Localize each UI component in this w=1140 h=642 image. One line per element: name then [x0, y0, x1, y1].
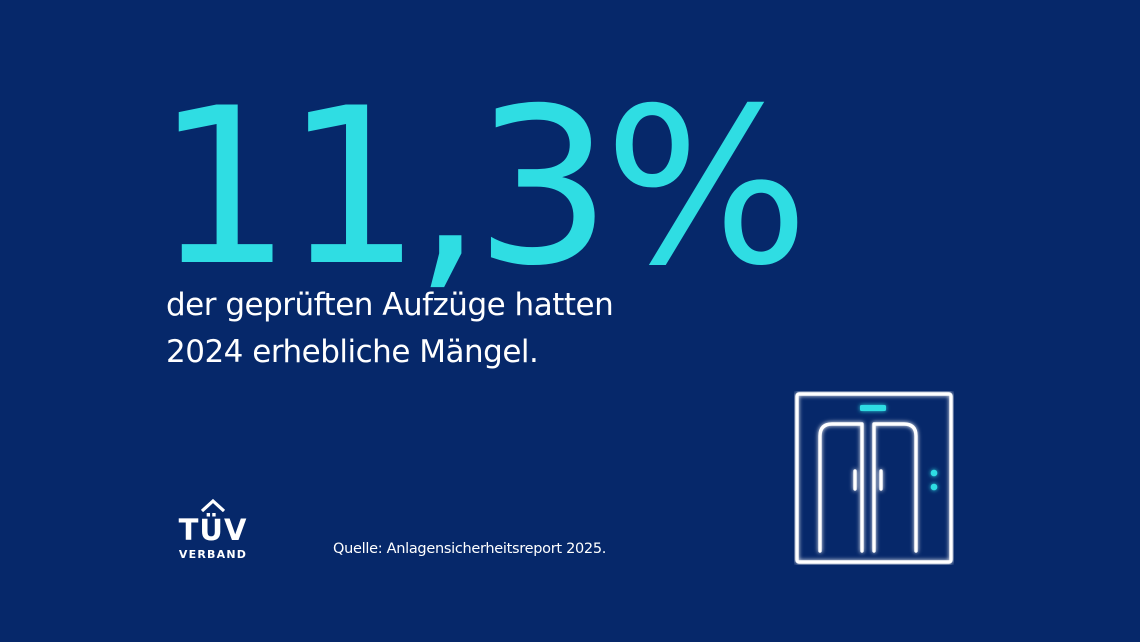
elevator-icon	[795, 392, 953, 564]
logo-subtitle: VERBAND	[178, 548, 248, 561]
caption-line-2: 2024 erhebliche Mängel.	[166, 334, 539, 370]
source-note: Quelle: Anlagensicherheitsreport 2025.	[333, 541, 607, 557]
headline-caption: der geprüften Aufzüge hatten 2024 erhebl…	[166, 282, 614, 376]
caption-line-1: der geprüften Aufzüge hatten	[166, 287, 614, 323]
tuv-verband-logo: TÜV VERBAND	[172, 498, 254, 564]
headline-percentage: 11,3%	[155, 62, 809, 313]
logo-roof-icon	[200, 498, 226, 512]
logo-word: TÜV	[178, 513, 248, 547]
